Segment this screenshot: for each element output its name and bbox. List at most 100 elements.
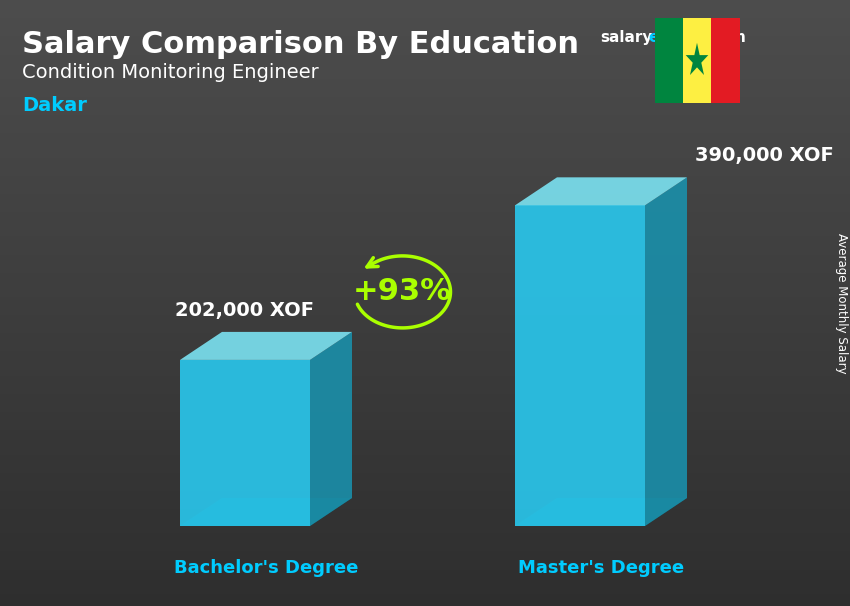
- Bar: [0, 121, 850, 127]
- Bar: [0, 406, 850, 412]
- Bar: [0, 230, 850, 236]
- Text: Bachelor's Degree: Bachelor's Degree: [173, 559, 358, 577]
- Bar: [0, 400, 850, 406]
- Polygon shape: [180, 498, 352, 526]
- Bar: [0, 297, 850, 303]
- Bar: [0, 170, 850, 176]
- Bar: [0, 600, 850, 606]
- Bar: [0, 67, 850, 73]
- Bar: [0, 382, 850, 388]
- Bar: [0, 370, 850, 376]
- Bar: [0, 206, 850, 212]
- Bar: [0, 394, 850, 400]
- Bar: [0, 24, 850, 30]
- Bar: [654, 18, 683, 103]
- Bar: [0, 303, 850, 309]
- Bar: [0, 79, 850, 85]
- Bar: [0, 242, 850, 248]
- Bar: [0, 109, 850, 115]
- Bar: [0, 97, 850, 103]
- Bar: [0, 533, 850, 539]
- Bar: [0, 558, 850, 564]
- Bar: [0, 127, 850, 133]
- Bar: [0, 6, 850, 12]
- Polygon shape: [515, 205, 645, 526]
- Bar: [0, 152, 850, 158]
- Text: explorer: explorer: [648, 30, 720, 45]
- Bar: [0, 236, 850, 242]
- Bar: [0, 358, 850, 364]
- Bar: [0, 594, 850, 600]
- Bar: [0, 509, 850, 515]
- Bar: [0, 333, 850, 339]
- Bar: [0, 248, 850, 255]
- Bar: [0, 515, 850, 521]
- Bar: [0, 539, 850, 545]
- Bar: [0, 55, 850, 61]
- Text: +93%: +93%: [353, 278, 452, 307]
- Bar: [0, 339, 850, 345]
- Bar: [0, 267, 850, 273]
- Bar: [0, 424, 850, 430]
- Bar: [0, 345, 850, 351]
- Bar: [0, 194, 850, 200]
- Bar: [0, 103, 850, 109]
- Polygon shape: [180, 360, 310, 526]
- Bar: [0, 527, 850, 533]
- Bar: [0, 0, 850, 6]
- Bar: [683, 18, 711, 103]
- Polygon shape: [310, 332, 352, 526]
- Bar: [0, 570, 850, 576]
- Bar: [0, 145, 850, 152]
- Polygon shape: [645, 178, 687, 526]
- Bar: [0, 212, 850, 218]
- Bar: [0, 448, 850, 454]
- Bar: [0, 30, 850, 36]
- Bar: [0, 188, 850, 194]
- Bar: [0, 327, 850, 333]
- Bar: [0, 551, 850, 558]
- Bar: [0, 139, 850, 145]
- Bar: [0, 85, 850, 91]
- Bar: [0, 18, 850, 24]
- Polygon shape: [686, 43, 708, 75]
- Text: Master's Degree: Master's Degree: [518, 559, 684, 577]
- Bar: [0, 61, 850, 67]
- Bar: [0, 158, 850, 164]
- Bar: [711, 18, 740, 103]
- Bar: [0, 12, 850, 18]
- Text: salary: salary: [600, 30, 652, 45]
- Bar: [0, 73, 850, 79]
- Bar: [0, 351, 850, 358]
- Bar: [0, 442, 850, 448]
- Bar: [0, 321, 850, 327]
- Polygon shape: [515, 498, 687, 526]
- Bar: [0, 200, 850, 206]
- Bar: [0, 479, 850, 485]
- Text: Salary Comparison By Education: Salary Comparison By Education: [22, 30, 579, 59]
- Bar: [0, 454, 850, 461]
- Bar: [0, 261, 850, 267]
- Bar: [0, 315, 850, 321]
- Bar: [0, 545, 850, 551]
- Bar: [0, 218, 850, 224]
- Bar: [0, 412, 850, 418]
- Bar: [0, 436, 850, 442]
- Bar: [0, 309, 850, 315]
- Bar: [0, 388, 850, 394]
- Text: .com: .com: [706, 30, 747, 45]
- Bar: [0, 48, 850, 55]
- Bar: [0, 91, 850, 97]
- Bar: [0, 36, 850, 42]
- Bar: [0, 576, 850, 582]
- Bar: [0, 418, 850, 424]
- Bar: [0, 485, 850, 491]
- Text: 390,000 XOF: 390,000 XOF: [695, 146, 834, 165]
- Bar: [0, 564, 850, 570]
- Bar: [0, 582, 850, 588]
- Bar: [0, 285, 850, 291]
- Bar: [0, 430, 850, 436]
- Bar: [0, 473, 850, 479]
- Bar: [0, 42, 850, 48]
- Bar: [0, 164, 850, 170]
